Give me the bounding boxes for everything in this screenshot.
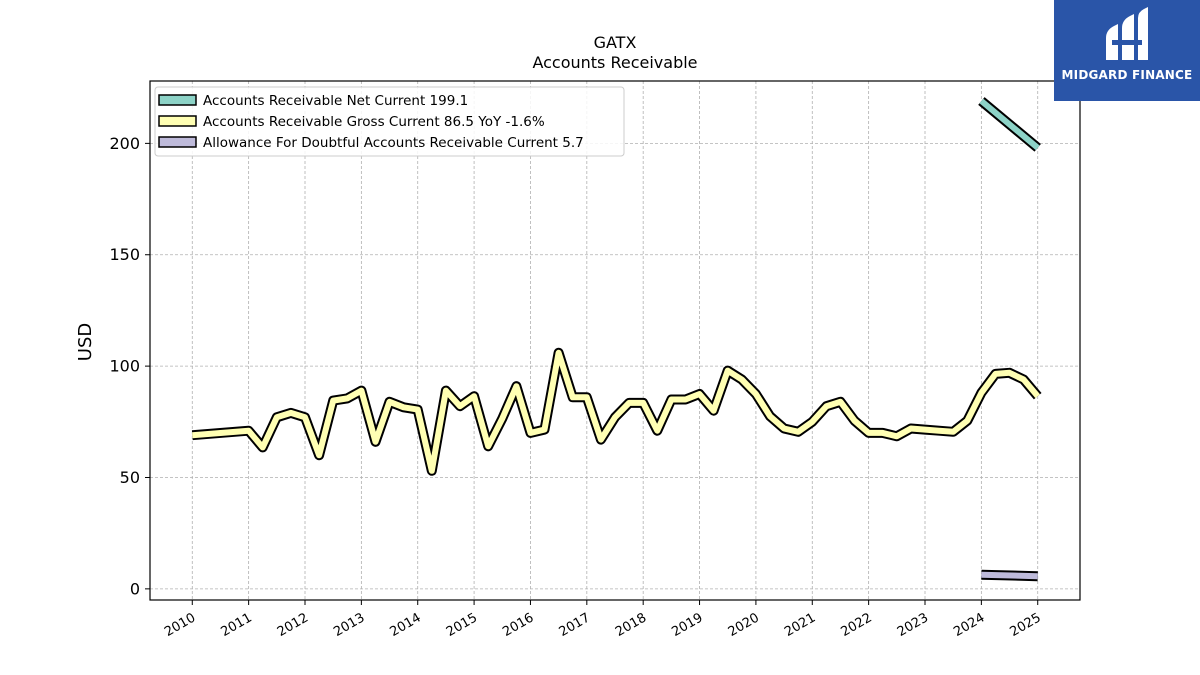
series-line bbox=[979, 98, 1040, 151]
x-tick-label: 2024 bbox=[951, 610, 987, 640]
x-tick-label: 2013 bbox=[331, 610, 367, 640]
axis-ticks: 0 50 100 150 200 2010 2011 2012 2013 2014 2015 2016… bbox=[109, 134, 1043, 640]
series-allowance-for-doubtful-accounts-receivable-current bbox=[981, 569, 1038, 582]
x-tick-label: 2019 bbox=[669, 610, 705, 640]
x-tick-label: 2020 bbox=[726, 610, 762, 640]
legend-swatch bbox=[158, 94, 197, 106]
series-layer bbox=[191, 97, 1042, 582]
x-tick-label: 2017 bbox=[557, 610, 593, 640]
y-tick-label: 0 bbox=[130, 579, 140, 598]
y-tick-label: 150 bbox=[109, 245, 140, 264]
logo-text: MIDGARD FINANCE bbox=[1061, 68, 1193, 82]
plot-frame bbox=[149, 80, 1081, 601]
series-accounts-receivable-gross-current bbox=[191, 347, 1042, 476]
series-line bbox=[192, 349, 1040, 474]
x-tick-label: 2022 bbox=[838, 610, 874, 640]
x-tick-label: 2012 bbox=[275, 610, 311, 640]
y-tick-label: 50 bbox=[120, 468, 140, 487]
legend-swatch bbox=[158, 115, 197, 127]
midgard-finance-logo: MIDGARD FINANCE bbox=[1054, 0, 1200, 101]
x-tick-label: 2021 bbox=[782, 610, 818, 640]
chart-subtitle: Accounts Receivable bbox=[532, 53, 697, 72]
y-axis-label: USD bbox=[75, 323, 96, 361]
y-tick-label: 100 bbox=[109, 357, 140, 376]
x-tick-label: 2023 bbox=[895, 610, 931, 640]
x-tick-label: 2014 bbox=[388, 610, 424, 640]
x-tick-label: 2011 bbox=[218, 610, 254, 640]
legend-entry: Accounts Receivable Net Current 199.1 bbox=[203, 93, 468, 109]
x-tick-label: 2016 bbox=[500, 610, 536, 640]
y-tick-label: 200 bbox=[109, 134, 140, 153]
x-tick-label: 2010 bbox=[162, 610, 198, 640]
series-line bbox=[981, 571, 1038, 580]
legend-entry: Allowance For Doubtful Accounts Receivab… bbox=[203, 135, 584, 151]
legend: Accounts Receivable Net Current 199.1 Acc… bbox=[154, 86, 625, 157]
chart-title: GATX bbox=[594, 33, 637, 52]
legend-entry: Accounts Receivable Gross Current 86.5 Y… bbox=[203, 114, 545, 130]
x-tick-label: 2015 bbox=[444, 610, 480, 640]
logo-mark-icon bbox=[1106, 7, 1148, 60]
series-accounts-receivable-net-current bbox=[978, 97, 1041, 152]
x-tick-label: 2018 bbox=[613, 610, 649, 640]
legend-frame bbox=[154, 86, 625, 157]
x-tick-label: 2025 bbox=[1008, 610, 1044, 640]
grid-lines bbox=[150, 81, 1080, 600]
legend-swatch bbox=[158, 136, 197, 148]
